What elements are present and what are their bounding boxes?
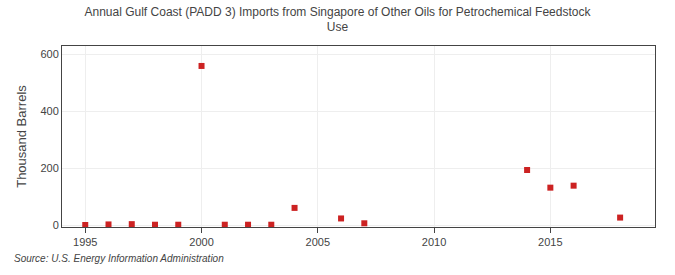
svg-text:Annual Gulf Coast (PADD 3) Imp: Annual Gulf Coast (PADD 3) Imports from … [85, 5, 592, 35]
svg-text:400: 400 [40, 105, 58, 117]
svg-text:2015: 2015 [538, 236, 562, 248]
svg-text:Thousand Barrels: Thousand Barrels [14, 85, 29, 188]
svg-text:2000: 2000 [189, 236, 213, 248]
svg-text:1995: 1995 [73, 236, 97, 248]
svg-text:2005: 2005 [306, 236, 330, 248]
svg-text:Source: U.S. Energy Informatio: Source: U.S. Energy Information Administ… [14, 253, 224, 264]
svg-text:200: 200 [40, 162, 58, 174]
svg-text:2010: 2010 [422, 236, 446, 248]
svg-text:0: 0 [53, 219, 59, 231]
svg-text:600: 600 [40, 48, 58, 60]
